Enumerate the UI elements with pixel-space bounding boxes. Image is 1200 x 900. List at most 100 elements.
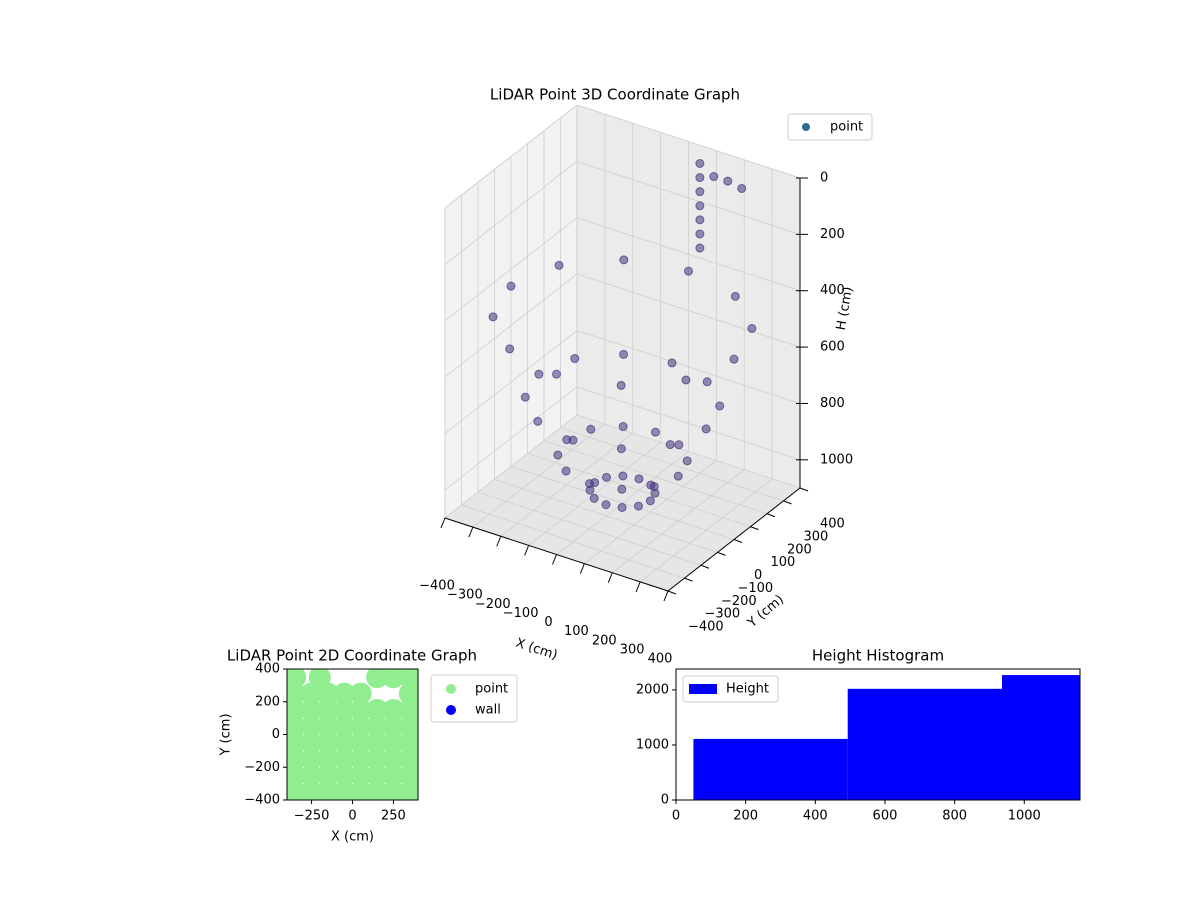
tick-mark xyxy=(799,487,809,492)
point xyxy=(554,260,564,270)
tick-mark xyxy=(766,513,776,518)
point xyxy=(333,731,356,754)
grid-line xyxy=(576,330,801,404)
z-tick-label: 1000 xyxy=(820,452,853,467)
point xyxy=(619,255,629,265)
x-tick-label: −200 xyxy=(475,597,511,612)
point xyxy=(316,682,339,705)
point xyxy=(634,474,644,484)
point xyxy=(534,369,544,379)
grid-line xyxy=(576,386,801,461)
point xyxy=(586,424,596,434)
x-tick-label: 1000 xyxy=(1008,809,1041,824)
point xyxy=(287,748,307,771)
point xyxy=(349,715,372,738)
point xyxy=(316,731,339,754)
bar xyxy=(1001,675,1080,800)
point xyxy=(695,173,705,183)
point xyxy=(617,484,627,494)
point xyxy=(505,344,515,354)
tick-mark xyxy=(733,539,743,543)
tick-mark xyxy=(667,590,677,595)
y-tick-label: −100 xyxy=(738,581,774,596)
point xyxy=(349,764,372,787)
point xyxy=(616,444,626,454)
point xyxy=(316,748,339,771)
point xyxy=(287,731,307,754)
x-tick-label: 250 xyxy=(381,809,406,824)
y-tick-label: 200 xyxy=(787,542,812,557)
tick-mark xyxy=(524,545,530,556)
point xyxy=(333,698,356,721)
grid-line xyxy=(444,330,578,434)
point xyxy=(673,471,683,481)
point xyxy=(382,764,405,787)
point xyxy=(366,715,389,738)
legend-label: wall xyxy=(475,703,501,718)
y-tick-label: 400 xyxy=(255,662,280,677)
point xyxy=(553,450,563,460)
point xyxy=(695,229,705,239)
point xyxy=(667,358,677,368)
chart-title: LiDAR Point 2D Coordinate Graph xyxy=(227,647,477,665)
point xyxy=(398,764,418,787)
grid-line xyxy=(576,273,801,348)
z-tick-label: 600 xyxy=(820,340,845,355)
tick-mark xyxy=(783,500,792,505)
z-tick-label: 400 xyxy=(820,283,845,298)
point xyxy=(333,682,356,705)
point xyxy=(398,748,418,771)
y-tick-label: 100 xyxy=(771,555,796,570)
point xyxy=(585,479,594,489)
tick-mark xyxy=(750,526,759,531)
point xyxy=(366,748,389,771)
point xyxy=(695,159,705,168)
point xyxy=(709,172,719,182)
point xyxy=(287,764,307,787)
tick-mark xyxy=(607,572,613,583)
point xyxy=(649,482,659,492)
x-tick-label: 0 xyxy=(672,809,680,824)
plot-3d xyxy=(443,105,802,592)
y-tick-label: 1000 xyxy=(636,737,669,752)
bar xyxy=(847,688,1002,800)
point xyxy=(287,698,307,721)
grid-line xyxy=(560,427,784,502)
point xyxy=(695,243,705,253)
x-tick-label: 0 xyxy=(348,809,356,824)
point xyxy=(665,440,675,450)
y-tick-label: −200 xyxy=(721,594,757,609)
x-tick-label: 800 xyxy=(942,809,967,824)
grid-line xyxy=(510,466,735,540)
x-tick-label: 400 xyxy=(648,652,673,667)
x-tick-label: 0 xyxy=(544,615,552,630)
x-tick-label: 100 xyxy=(564,624,589,639)
plot-hist xyxy=(693,675,1080,800)
tick-mark xyxy=(579,563,585,574)
point xyxy=(398,698,418,721)
tick-mark xyxy=(552,554,557,565)
point xyxy=(287,669,307,689)
point xyxy=(398,669,418,689)
point xyxy=(723,176,733,186)
legend-box xyxy=(787,113,873,141)
tick-mark xyxy=(496,536,502,547)
x-tick-label: −250 xyxy=(294,809,330,824)
point xyxy=(382,715,405,738)
point xyxy=(651,427,660,437)
grid-line xyxy=(444,273,578,378)
tick-mark xyxy=(700,564,710,569)
point xyxy=(366,669,389,689)
legend-label: point xyxy=(475,682,508,697)
x-tick-label: 600 xyxy=(873,809,898,824)
point xyxy=(601,472,611,482)
y-tick-label: −300 xyxy=(705,607,741,622)
legend-marker xyxy=(446,684,456,694)
point xyxy=(300,764,323,787)
legend-marker xyxy=(802,123,810,131)
point xyxy=(730,291,740,301)
tick-mark xyxy=(717,551,726,556)
point xyxy=(568,435,578,445)
grid-line xyxy=(576,414,801,489)
point xyxy=(300,715,323,738)
